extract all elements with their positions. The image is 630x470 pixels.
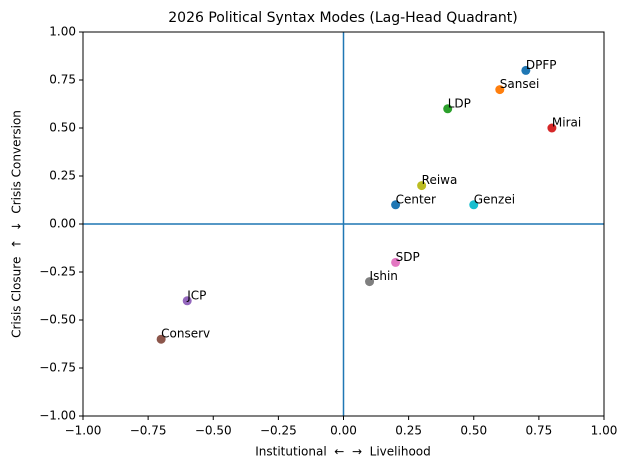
- x-tick-label: −0.50: [195, 424, 232, 438]
- point: [391, 200, 401, 210]
- point-label: Conserv: [161, 327, 210, 341]
- point: [391, 257, 401, 267]
- x-tick-label: 1.00: [591, 424, 618, 438]
- point-label: DPFP: [526, 58, 557, 72]
- point: [469, 200, 479, 210]
- x-tick-label: 0.00: [330, 424, 357, 438]
- point: [443, 104, 453, 114]
- point: [365, 277, 375, 287]
- point: [521, 65, 531, 75]
- y-axis-label: Crisis Closure ↑ ↓ Crisis Conversion: [10, 110, 24, 338]
- point-label: JCP: [186, 288, 206, 302]
- x-tick-label: 0.50: [460, 424, 487, 438]
- plot-frame: [82, 31, 605, 417]
- x-tick-label: −0.25: [260, 424, 297, 438]
- y-tick-label: −0.50: [39, 313, 76, 327]
- point-label: SDP: [396, 250, 420, 264]
- y-tick-label: −0.25: [39, 265, 76, 279]
- point: [417, 181, 427, 191]
- point: [182, 296, 192, 306]
- y-tick-label: 1.00: [49, 25, 76, 39]
- y-tick-label: −0.75: [39, 361, 76, 375]
- x-axis-label: Institutional ← → Livelihood: [255, 445, 431, 459]
- x-tick-label: −1.00: [65, 424, 102, 438]
- point-label: LDP: [448, 96, 471, 110]
- point: [547, 123, 557, 133]
- y-tick-label: 0.25: [49, 169, 76, 183]
- x-tick-label: 0.75: [526, 424, 553, 438]
- y-tick-label: 0.50: [49, 121, 76, 135]
- point-label: Sansei: [500, 77, 540, 91]
- y-tick-label: 0.00: [49, 217, 76, 231]
- chart-title: 2026 Political Syntax Modes (Lag-Head Qu…: [168, 10, 517, 26]
- x-tick-label: −0.75: [130, 424, 167, 438]
- point-label: Ishin: [370, 269, 398, 283]
- point-label: Genzei: [474, 192, 515, 206]
- point-label: Mirai: [552, 116, 581, 130]
- y-tick-label: 0.75: [49, 73, 76, 87]
- x-tick-label: 0.25: [395, 424, 422, 438]
- point-label: Center: [396, 192, 436, 206]
- y-tick-label: −1.00: [39, 409, 76, 423]
- point: [156, 334, 166, 344]
- point: [495, 85, 505, 95]
- point-label: Reiwa: [422, 173, 458, 187]
